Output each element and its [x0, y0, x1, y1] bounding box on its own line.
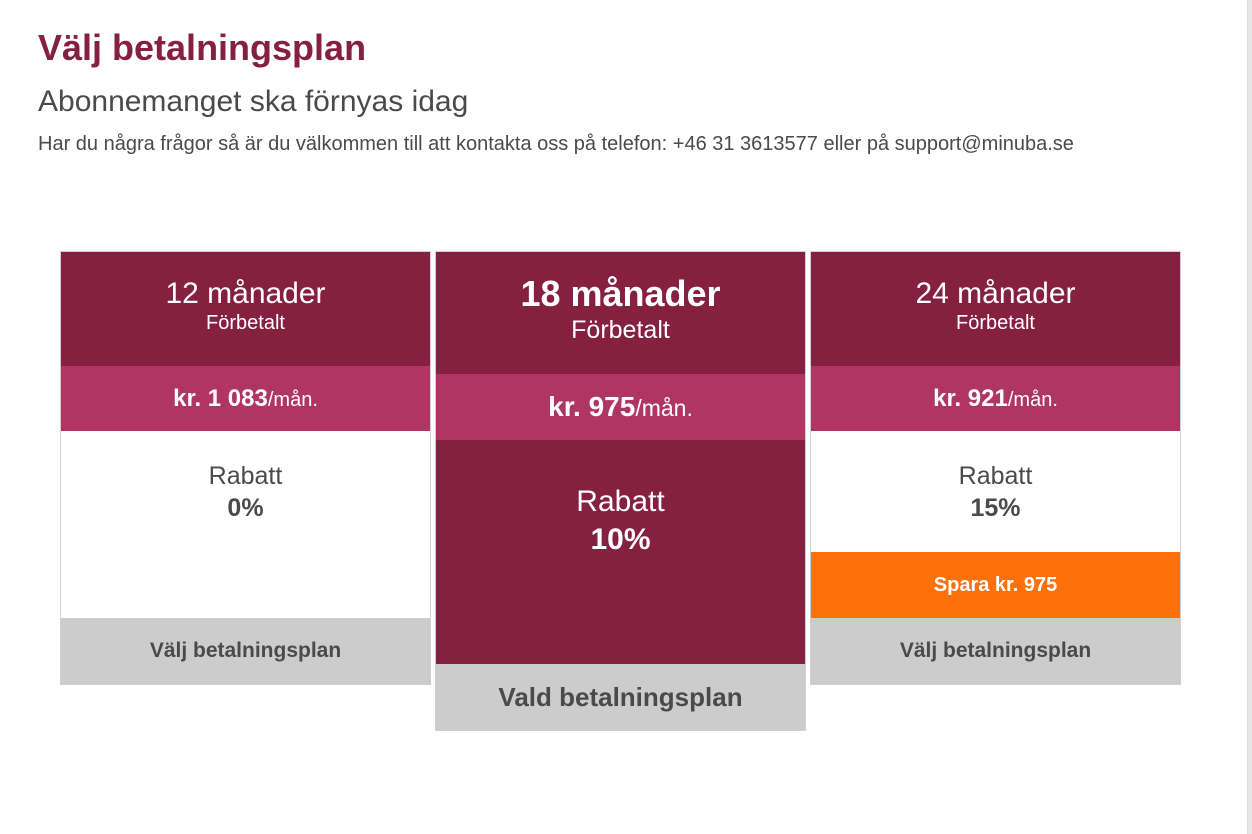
plan-card-18-months: 18 månader Förbetalt kr. 975/mån. Rabatt…	[435, 251, 806, 731]
plan-duration: 18 månader	[520, 273, 721, 314]
plan-discount: Rabatt 10%	[436, 440, 805, 665]
plan-header: 24 månader Förbetalt	[811, 252, 1180, 366]
discount-label: Rabatt	[576, 485, 665, 518]
contact-info: Har du några frågor så är du välkommen t…	[38, 131, 1074, 157]
selected-plan-button[interactable]: Vald betalningsplan	[436, 664, 805, 730]
plan-card-24-months: 24 månader Förbetalt kr. 921/mån. Rabatt…	[810, 251, 1181, 685]
plan-price: kr. 1 083/mån.	[61, 366, 430, 431]
savings-badge: Spara kr. 975	[811, 552, 1180, 618]
plan-price-amount: kr. 975	[548, 391, 636, 422]
page-subtitle: Abonnemanget ska förnyas idag	[38, 85, 469, 118]
plan-discount: Rabatt 15%	[811, 460, 1180, 524]
plan-price: kr. 921/mån.	[811, 366, 1180, 431]
contact-text: Har du några frågor så är du välkommen t…	[38, 133, 895, 155]
plan-header: 18 månader Förbetalt	[436, 252, 805, 374]
discount-value: 0%	[227, 494, 264, 522]
discount-label: Rabatt	[208, 462, 283, 490]
plan-discount: Rabatt 0%	[61, 460, 430, 524]
plan-price-unit: /mån.	[635, 395, 693, 421]
plan-price-unit: /mån.	[1007, 389, 1058, 411]
plan-header: 12 månader Förbetalt	[61, 252, 430, 366]
plan-price: kr. 975/mån.	[436, 374, 805, 440]
plan-prepaid-label: Förbetalt	[571, 316, 670, 344]
page-title: Välj betalningsplan	[38, 27, 367, 68]
plan-price-amount: kr. 921	[933, 385, 1008, 412]
plan-prepaid-label: Förbetalt	[956, 312, 1035, 334]
scrollbar[interactable]	[1247, 0, 1252, 834]
plan-duration: 12 månader	[165, 277, 326, 310]
discount-label: Rabatt	[958, 462, 1033, 490]
plan-card-12-months: 12 månader Förbetalt kr. 1 083/mån. Raba…	[60, 251, 431, 685]
discount-value: 10%	[590, 523, 651, 556]
plan-duration: 24 månader	[915, 277, 1076, 310]
select-plan-button[interactable]: Välj betalningsplan	[811, 618, 1180, 684]
plan-price-unit: /mån.	[267, 389, 318, 411]
plan-price-amount: kr. 1 083	[173, 385, 268, 412]
discount-value: 15%	[970, 494, 1021, 522]
select-plan-button[interactable]: Välj betalningsplan	[61, 618, 430, 684]
plan-prepaid-label: Förbetalt	[206, 312, 285, 334]
support-email-link[interactable]: support@minuba.se	[894, 133, 1074, 155]
